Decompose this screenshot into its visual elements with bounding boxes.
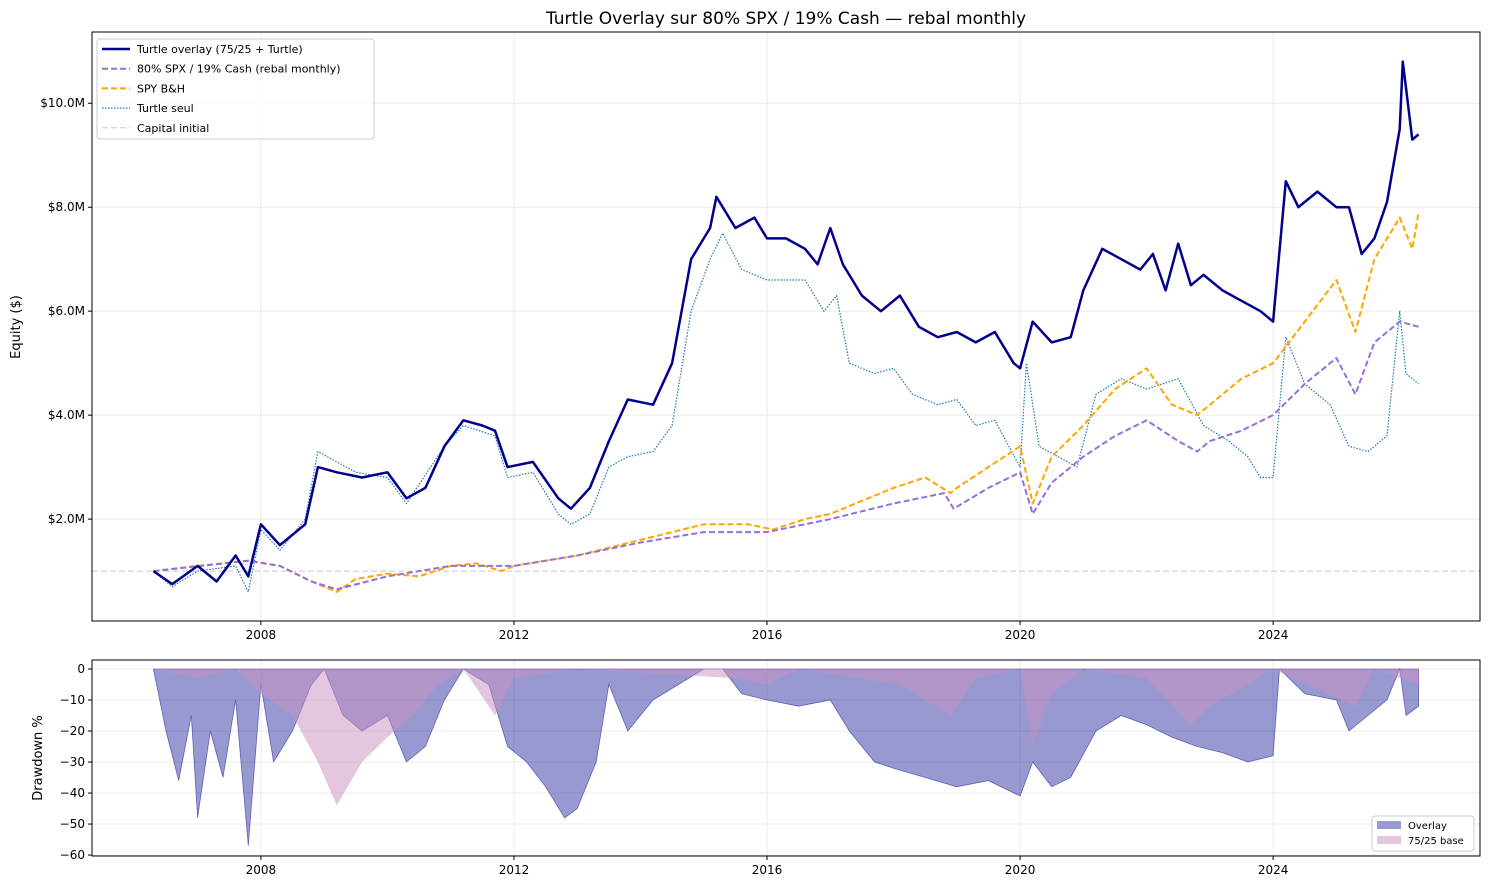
x-tick-label: 2020 <box>1005 628 1036 642</box>
y-tick-label: −60 <box>60 848 85 862</box>
series-line-3 <box>153 232 1419 593</box>
x-tick-label: 2016 <box>752 628 783 642</box>
x-tick-label: 2016 <box>752 863 783 877</box>
y-tick-label: 0 <box>77 662 85 676</box>
x-tick-label: 2024 <box>1258 628 1289 642</box>
plot-frame <box>91 31 1481 622</box>
y-tick-label: −50 <box>60 817 85 831</box>
dd-legend-swatch <box>1377 836 1401 844</box>
series-line-2 <box>153 212 1420 593</box>
drawdown-area-1 <box>153 668 1419 806</box>
legend-label: Turtle seul <box>136 102 194 115</box>
legend-label: Capital initial <box>137 122 209 135</box>
legend-label: 80% SPX / 19% Cash (rebal monthly) <box>137 63 341 76</box>
y-tick-label: $4.0M <box>48 408 85 422</box>
legend-label: Turtle overlay (75/25 + Turtle) <box>136 43 303 56</box>
y-tick-label: −20 <box>60 724 85 738</box>
legend-box <box>96 38 375 140</box>
chart-title: Turtle Overlay sur 80% SPX / 19% Cash — … <box>545 9 1026 29</box>
x-tick-label: 2008 <box>246 863 277 877</box>
dd-legend-swatch <box>1377 821 1401 829</box>
y-axis-label: Equity ($) <box>9 295 24 359</box>
dd-legend: Overlay 75/25 base <box>1371 815 1475 852</box>
dd-y-axis-label: Drawdown % <box>31 715 46 801</box>
y-tick-label: −10 <box>60 693 85 707</box>
x-tick-label: 2024 <box>1258 863 1289 877</box>
x-tick-label: 2020 <box>1005 863 1036 877</box>
dd-legend-label: 75/25 base <box>1408 836 1464 847</box>
y-tick-label: −40 <box>60 786 85 800</box>
y-tick-label: $6.0M <box>48 304 85 318</box>
x-tick-label: 2008 <box>246 628 277 642</box>
y-tick-label: $10.0M <box>40 96 85 110</box>
series-line-1 <box>153 320 1419 591</box>
y-tick-label: $2.0M <box>48 512 85 526</box>
x-tick-label: 2012 <box>499 863 530 877</box>
dd-legend-label: Overlay <box>1408 821 1447 832</box>
x-tick-label: 2012 <box>499 628 530 642</box>
legend-label: SPY B&H <box>137 82 185 95</box>
dd-plot-frame <box>91 659 1481 857</box>
series-line-0 <box>152 60 1420 586</box>
legend: Turtle overlay (75/25 + Turtle) 80% SPX /… <box>96 38 375 140</box>
y-tick-label: $8.0M <box>48 200 85 214</box>
y-tick-label: −30 <box>60 755 85 769</box>
